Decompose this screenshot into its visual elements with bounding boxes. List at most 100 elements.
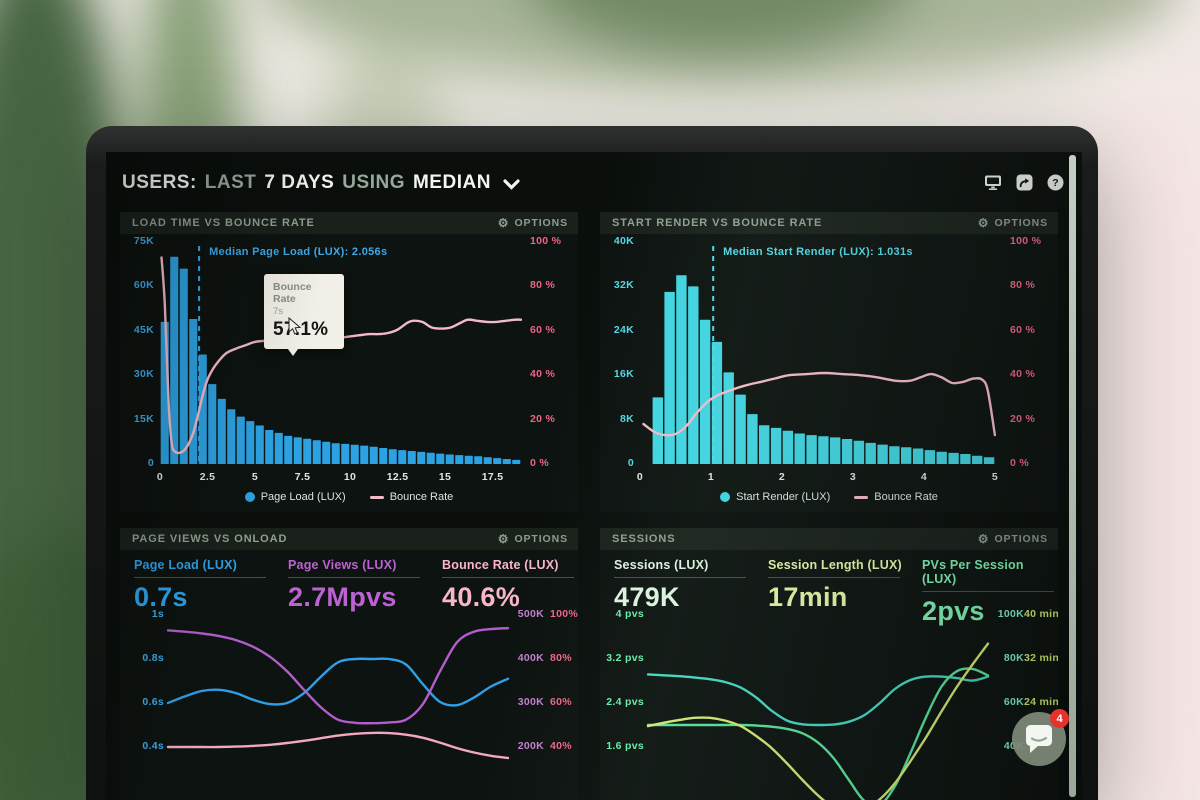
- axis-tick: 0: [147, 457, 154, 469]
- axis-tick: 0: [627, 457, 634, 469]
- axis-tick: 0.6s: [142, 696, 164, 708]
- page-views-chart[interactable]: 1s 0.8s 0.6s 0.4s 500K 400K 300K 200K 100% 80% 60%…: [120, 528, 578, 800]
- axis-tick: 40K: [613, 235, 634, 247]
- gear-icon: ⚙: [497, 532, 510, 546]
- axis-tick: 1: [707, 471, 715, 483]
- axis-tick: 200K: [517, 740, 544, 752]
- stat-sessions: Sessions (LUX) 479K: [614, 558, 756, 613]
- axis-tick: 3: [849, 471, 856, 483]
- stat-value: 17min: [768, 582, 848, 612]
- stat-value: 40.6%: [442, 582, 521, 612]
- stat-label: PVs Per Session (LUX): [922, 558, 1024, 586]
- axis-tick: 80%: [550, 652, 572, 664]
- options-button[interactable]: ⚙ OPTIONS: [498, 533, 568, 545]
- options-label: OPTIONS: [994, 217, 1048, 229]
- display-icon[interactable]: [984, 174, 1002, 191]
- cursor-pointer-icon: [287, 316, 302, 341]
- axis-tick: 32K: [613, 279, 634, 292]
- axis-tick: 100 %: [1010, 235, 1042, 247]
- stat-value: 2.7Mpvs: [288, 582, 397, 612]
- panel-title: LOAD TIME VS BOUNCE RATE: [132, 217, 315, 229]
- axis-tick: 24 min: [1024, 696, 1058, 708]
- options-button[interactable]: ⚙ OPTIONS: [978, 217, 1048, 229]
- axis-tick: 60 %: [1010, 323, 1036, 336]
- axis-tick: 10: [343, 471, 357, 483]
- axis-tick: 30K: [133, 368, 154, 381]
- legend-item: Bounce Rate: [854, 491, 938, 503]
- stat-label: Page Load (LUX): [134, 558, 238, 572]
- axis-tick: 40 %: [1010, 368, 1036, 381]
- chat-button[interactable]: 4: [1012, 709, 1069, 766]
- stat-page-load: Page Load (LUX) 0.7s: [134, 558, 276, 613]
- stat-divider: [442, 577, 574, 578]
- median-annotation: Median Page Load (LUX): 2.056s: [209, 246, 388, 258]
- legend-label: Start Render (LUX): [736, 491, 831, 503]
- axis-tick: 5: [991, 471, 998, 483]
- axis-tick: 15: [438, 471, 452, 483]
- axis-tick: 100K: [997, 608, 1024, 620]
- axis-tick: 8K: [619, 412, 634, 425]
- gear-icon: ⚙: [977, 532, 990, 546]
- axis-tick: 3.2 pvs: [606, 652, 644, 664]
- axis-tick: 300K: [517, 696, 544, 708]
- axis-tick: 20 %: [1010, 412, 1036, 425]
- title-users: USERS:: [122, 172, 197, 193]
- laptop-bezel: USERS: LAST 7 DAYS USING MEDIAN: [86, 126, 1098, 800]
- legend-line-swatch: [854, 495, 869, 499]
- chart-legend: Start Render (LUX) Bounce Rate: [600, 491, 1058, 503]
- header-icons: ?: [984, 174, 1064, 191]
- chart-legend: Page Load (LUX) Bounce Rate: [120, 491, 578, 503]
- axis-tick: 2.4 pvs: [606, 696, 644, 708]
- axis-tick: 500K: [517, 608, 544, 620]
- tooltip-value: 57.1%: [273, 319, 329, 340]
- load-time-chart[interactable]: Median Page Load (LUX): 2.056s Bounce Ra…: [120, 212, 578, 512]
- axis-tick: 0 %: [530, 457, 549, 469]
- stats-row: Sessions (LUX) 479K Session Length (LUX)…: [600, 558, 1058, 626]
- axis-tick: 400K: [517, 652, 544, 664]
- axis-tick: 60%: [550, 696, 572, 708]
- axis-tick: 40 min: [1024, 608, 1058, 620]
- axis-tick: 80 %: [530, 279, 556, 292]
- chevron-down-icon: [503, 178, 520, 190]
- axis-tick: 4 pvs: [615, 608, 644, 620]
- axis-tick: 32 min: [1024, 652, 1058, 664]
- axis-tick: 40%: [550, 740, 572, 752]
- start-render-chart[interactable]: Median Start Render (LUX): 1.031s Start …: [600, 212, 1058, 512]
- axis-tick: 0 %: [1010, 457, 1029, 469]
- options-button[interactable]: ⚙ OPTIONS: [498, 217, 568, 229]
- stat-label: Sessions (LUX): [614, 558, 709, 572]
- axis-tick: 2: [778, 471, 786, 483]
- title-using: USING: [342, 172, 405, 193]
- legend-line-swatch: [369, 495, 384, 499]
- stat-divider: [288, 577, 420, 578]
- title-median: MEDIAN: [412, 172, 491, 193]
- stat-value: 2pvs: [922, 596, 985, 626]
- axis-tick: 0: [636, 471, 644, 483]
- chat-unread-badge: 4: [1050, 709, 1069, 728]
- vertical-scrollbar[interactable]: [1069, 155, 1076, 797]
- stat-divider: [614, 577, 746, 578]
- legend-dot-swatch: [244, 492, 255, 502]
- axis-tick: 15K: [133, 412, 154, 425]
- panel-header: SESSIONS ⚙ OPTIONS: [600, 528, 1058, 550]
- axis-tick: 0: [156, 471, 164, 483]
- axis-tick: 45K: [133, 323, 154, 336]
- share-icon[interactable]: [1015, 174, 1033, 191]
- help-icon[interactable]: ?: [1046, 174, 1064, 191]
- tooltip-x-value: 7s: [273, 306, 284, 317]
- options-button[interactable]: ⚙ OPTIONS: [978, 533, 1048, 545]
- tooltip-series: Bounce Rate: [273, 281, 312, 305]
- median-annotation: Median Start Render (LUX): 1.031s: [723, 246, 913, 258]
- stat-label: Session Length (LUX): [768, 558, 902, 572]
- axis-tick: 1s: [151, 608, 164, 620]
- options-label: OPTIONS: [994, 533, 1048, 545]
- panel-page-views-vs-onload: PAGE VIEWS VS ONLOAD ⚙ OPTIONS Page Load…: [120, 528, 578, 800]
- axis-tick: 60 %: [530, 323, 556, 336]
- stat-page-views: Page Views (LUX) 2.7Mpvs: [288, 558, 430, 613]
- panel-sessions: SESSIONS ⚙ OPTIONS Sessions (LUX) 479K S…: [600, 528, 1058, 800]
- users-period-dropdown[interactable]: USERS: LAST 7 DAYS USING MEDIAN: [122, 172, 1064, 194]
- axis-tick: 40 %: [530, 368, 556, 381]
- axis-tick: 7.5: [294, 471, 311, 483]
